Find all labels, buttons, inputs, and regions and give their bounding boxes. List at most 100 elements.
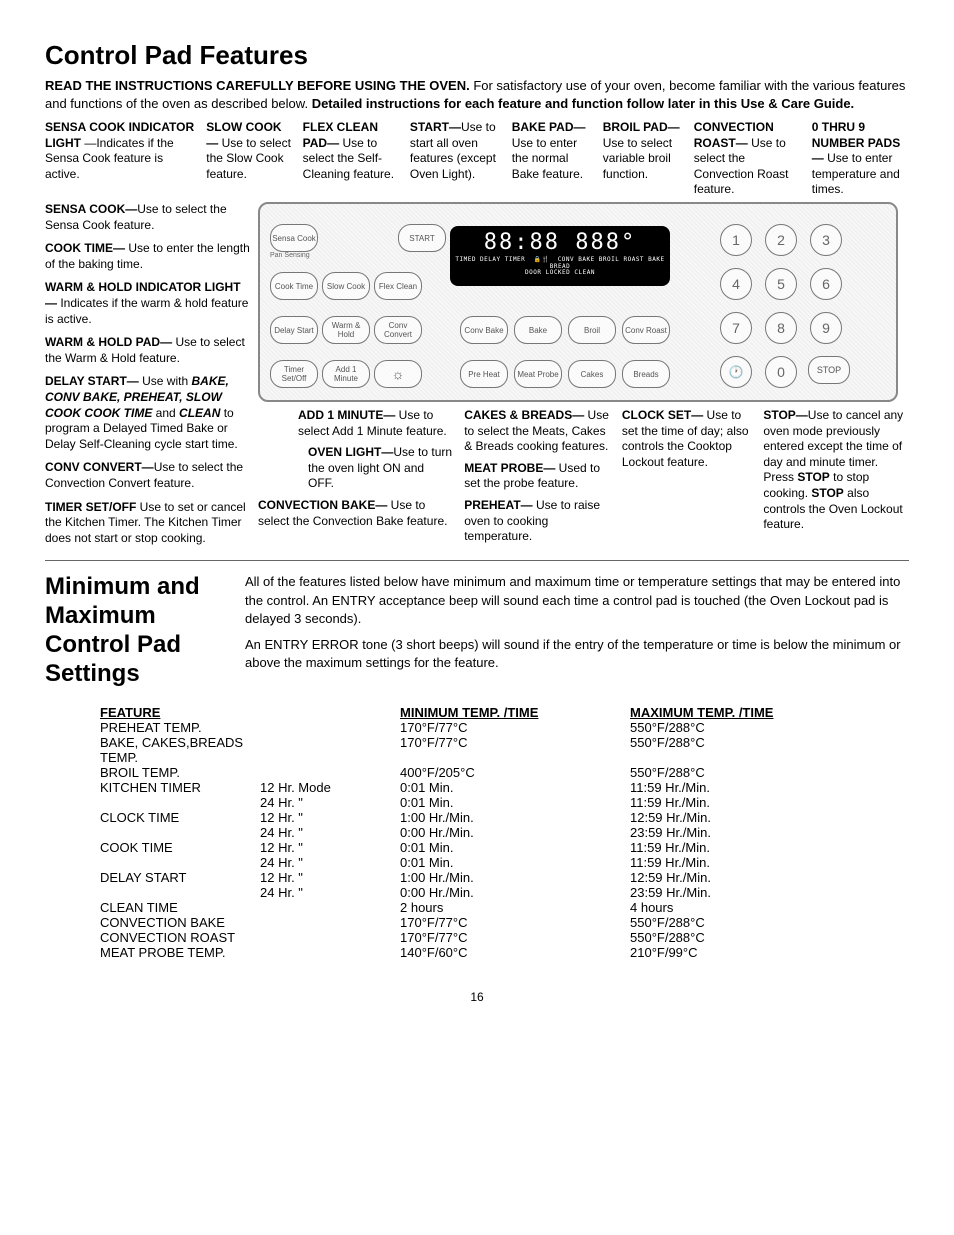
table-row: COOK TIME12 Hr. "0:01 Min.11:59 Hr./Min. (100, 840, 909, 855)
table-cell (100, 795, 260, 810)
table-cell: 400°F/205°C (400, 765, 630, 780)
table-cell: 0:01 Min. (400, 840, 630, 855)
table-cell: 12 Hr. " (260, 810, 400, 825)
oven-display: 88:88 888° TIMED DELAY TIMER 🔒🍴 CONV BAK… (450, 226, 670, 286)
table-row: 24 Hr. "0:01 Min.11:59 Hr./Min. (100, 795, 909, 810)
table-cell: 24 Hr. " (260, 885, 400, 900)
table-cell: 23:59 Hr./Min. (630, 885, 830, 900)
pad-stop: STOP (808, 356, 850, 384)
table-cell: 12 Hr. " (260, 870, 400, 885)
keypad-9: 9 (810, 312, 842, 344)
table-cell (260, 900, 400, 915)
pad-clock: 🕐 (720, 356, 752, 388)
table-cell: BAKE, CAKES,BREADS TEMP. (100, 735, 260, 765)
control-panel-diagram: 88:88 888° TIMED DELAY TIMER 🔒🍴 CONV BAK… (258, 202, 898, 402)
pad-add-1-minute: Add 1 Minute (322, 360, 370, 388)
table-cell: MEAT PROBE TEMP. (100, 945, 260, 960)
table-cell (260, 915, 400, 930)
pad-slow-cook: Slow Cook (322, 272, 370, 300)
table-cell: 11:59 Hr./Min. (630, 780, 830, 795)
table-cell: 24 Hr. " (260, 825, 400, 840)
table-cell: 0:01 Min. (400, 855, 630, 870)
table-row: MEAT PROBE TEMP.140°F/60°C210°F/99°C (100, 945, 909, 960)
table-cell: 170°F/77°C (400, 930, 630, 945)
table-cell: 2 hours (400, 900, 630, 915)
sensa-cook-label: SENSA COOK— (45, 202, 137, 216)
top-callouts: SENSA COOK INDICATOR LIGHT —Indicates if… (45, 120, 909, 198)
table-cell: PREHEAT TEMP. (100, 720, 260, 735)
convbake-label: CONVECTION BAKE— (258, 498, 387, 512)
intro-bold2: Detailed instructions for each feature a… (312, 96, 854, 111)
stop-b2: STOP (797, 470, 829, 484)
slow-text: Use to select the Slow Cook feature. (206, 136, 291, 181)
table-cell: COOK TIME (100, 840, 260, 855)
table-cell: 4 hours (630, 900, 830, 915)
display-sub1: TIMED DELAY TIMER (455, 256, 525, 263)
bottom-callouts: ADD 1 MINUTE— Use to select Add 1 Minute… (258, 408, 909, 545)
table-cell (100, 885, 260, 900)
table-cell (260, 735, 400, 765)
keypad-2: 2 (765, 224, 797, 256)
display-sub3: CONV BAKE BROIL ROAST BAKE BREAD (550, 256, 665, 270)
warmhold-pad-label: WARM & HOLD PAD— (45, 335, 172, 349)
keypad-1: 1 (720, 224, 752, 256)
display-sub2: DOOR LOCKED CLEAN (525, 269, 595, 276)
table-cell (260, 765, 400, 780)
minmax-desc-1: All of the features listed below have mi… (245, 573, 909, 628)
table-row: CONVECTION BAKE170°F/77°C550°F/288°C (100, 915, 909, 930)
table-row: PREHEAT TEMP. 170°F/77°C550°F/288°C (100, 720, 909, 735)
table-cell: 210°F/99°C (630, 945, 830, 960)
broil-label: BROIL PAD— (603, 120, 680, 134)
pad-warm-hold: Warm & Hold (322, 316, 370, 344)
table-cell: 12 Hr. Mode (260, 780, 400, 795)
table-cell: CLEAN TIME (100, 900, 260, 915)
table-cell: 12 Hr. " (260, 840, 400, 855)
table-row: CLOCK TIME12 Hr. "1:00 Hr./Min.12:59 Hr.… (100, 810, 909, 825)
keypad-5: 5 (765, 268, 797, 300)
page-number: 16 (45, 990, 909, 1004)
table-cell: 0:01 Min. (400, 780, 630, 795)
table-cell: CLOCK TIME (100, 810, 260, 825)
heading-control-pad-features: Control Pad Features (45, 40, 909, 71)
table-cell: DELAY START (100, 870, 260, 885)
keypad-8: 8 (765, 312, 797, 344)
pad-sensa-cook: Sensa Cook (270, 224, 318, 252)
th-min: MINIMUM TEMP. /TIME (400, 705, 630, 720)
th-feature: FEATURE (100, 705, 260, 720)
table-cell: 550°F/288°C (630, 930, 830, 945)
th-max: MAXIMUM TEMP. /TIME (630, 705, 830, 720)
table-cell: 550°F/288°C (630, 720, 830, 735)
table-cell: 170°F/77°C (400, 720, 630, 735)
table-cell: 550°F/288°C (630, 735, 830, 765)
table-cell: 11:59 Hr./Min. (630, 855, 830, 870)
pad-conv-bake: Conv Bake (460, 316, 508, 344)
conv-convert-label: CONV CONVERT— (45, 460, 154, 474)
table-cell: 550°F/288°C (630, 765, 830, 780)
timer-label: TIMER SET/OFF (45, 500, 136, 514)
pad-breads: Breads (622, 360, 670, 388)
pad-cook-time: Cook Time (270, 272, 318, 300)
pad-flex-clean: Flex Clean (374, 272, 422, 300)
cook-time-label: COOK TIME— (45, 241, 125, 255)
keypad-4: 4 (720, 268, 752, 300)
table-cell: 550°F/288°C (630, 915, 830, 930)
keypad-6: 6 (810, 268, 842, 300)
table-row: CONVECTION ROAST 170°F/77°C550°F/288°C (100, 930, 909, 945)
preheat-label: PREHEAT— (464, 498, 532, 512)
pad-start: START (398, 224, 446, 252)
table-cell: BROIL TEMP. (100, 765, 260, 780)
table-cell: CONVECTION ROAST (100, 930, 260, 945)
cakes-breads-label: CAKES & BREADS— (464, 408, 584, 422)
add1-label: ADD 1 MINUTE— (298, 408, 395, 422)
table-row: CLEAN TIME 2 hours4 hours (100, 900, 909, 915)
table-cell (100, 825, 260, 840)
table-cell (260, 930, 400, 945)
bake-text: Use to enter the normal Bake feature. (512, 136, 583, 181)
keypad-0: 0 (765, 356, 797, 388)
table-row: BAKE, CAKES,BREADS TEMP.170°F/77°C550°F/… (100, 735, 909, 765)
table-row: 24 Hr. "0:01 Min.11:59 Hr./Min. (100, 855, 909, 870)
table-cell: 24 Hr. " (260, 855, 400, 870)
pad-pan-sensing: Pan Sensing (270, 252, 310, 259)
th-blank (260, 705, 400, 720)
pad-broil: Broil (568, 316, 616, 344)
